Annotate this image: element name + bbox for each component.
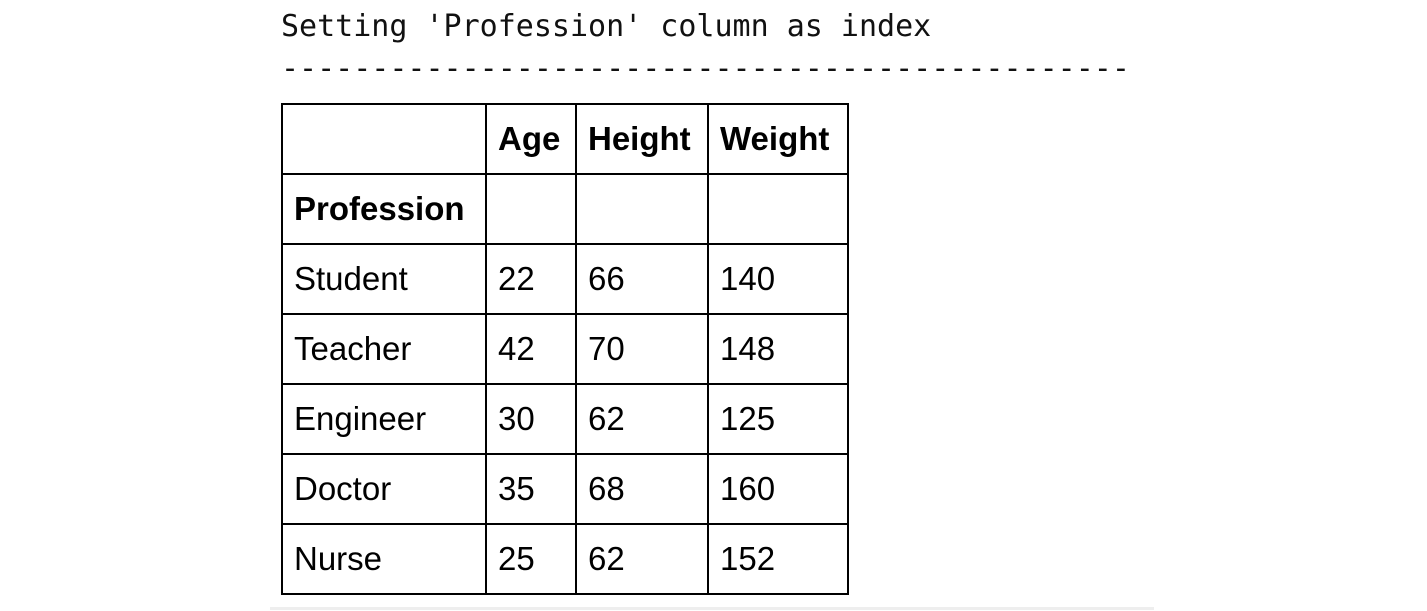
column-header-age: Age <box>485 103 577 175</box>
index-name-blank-cell <box>707 173 849 245</box>
column-header-weight: Weight <box>707 103 849 175</box>
index-name-blank-cell <box>575 173 709 245</box>
weight-cell: 148 <box>707 313 849 385</box>
table-row: Nurse 25 62 152 <box>281 523 849 595</box>
row-index-cell: Student <box>281 243 487 315</box>
column-header-height: Height <box>575 103 709 175</box>
column-header-row: Age Height Weight <box>281 103 849 175</box>
height-cell: 66 <box>575 243 709 315</box>
console-output: Setting 'Profession' column as index ----… <box>281 6 1130 90</box>
dataframe-table: Age Height Weight Profession Student 22 … <box>281 103 849 595</box>
output-bottom-divider <box>270 607 1154 610</box>
age-cell: 35 <box>485 453 577 525</box>
index-name-header: Profession <box>281 173 487 245</box>
table-row: Engineer 30 62 125 <box>281 383 849 455</box>
age-cell: 42 <box>485 313 577 385</box>
weight-cell: 152 <box>707 523 849 595</box>
row-index-cell: Engineer <box>281 383 487 455</box>
height-cell: 62 <box>575 383 709 455</box>
row-index-cell: Nurse <box>281 523 487 595</box>
weight-cell: 125 <box>707 383 849 455</box>
height-cell: 68 <box>575 453 709 525</box>
table-row: Doctor 35 68 160 <box>281 453 849 525</box>
row-index-cell: Doctor <box>281 453 487 525</box>
height-cell: 62 <box>575 523 709 595</box>
age-cell: 30 <box>485 383 577 455</box>
table-row: Student 22 66 140 <box>281 243 849 315</box>
column-header-blank <box>281 103 487 175</box>
weight-cell: 160 <box>707 453 849 525</box>
age-cell: 22 <box>485 243 577 315</box>
index-name-row: Profession <box>281 173 849 245</box>
output-message: Setting 'Profession' column as index <box>281 9 932 44</box>
row-index-cell: Teacher <box>281 313 487 385</box>
table-row: Teacher 42 70 148 <box>281 313 849 385</box>
weight-cell: 140 <box>707 243 849 315</box>
output-separator: ----------------------------------------… <box>281 51 1130 86</box>
height-cell: 70 <box>575 313 709 385</box>
index-name-blank-cell <box>485 173 577 245</box>
age-cell: 25 <box>485 523 577 595</box>
